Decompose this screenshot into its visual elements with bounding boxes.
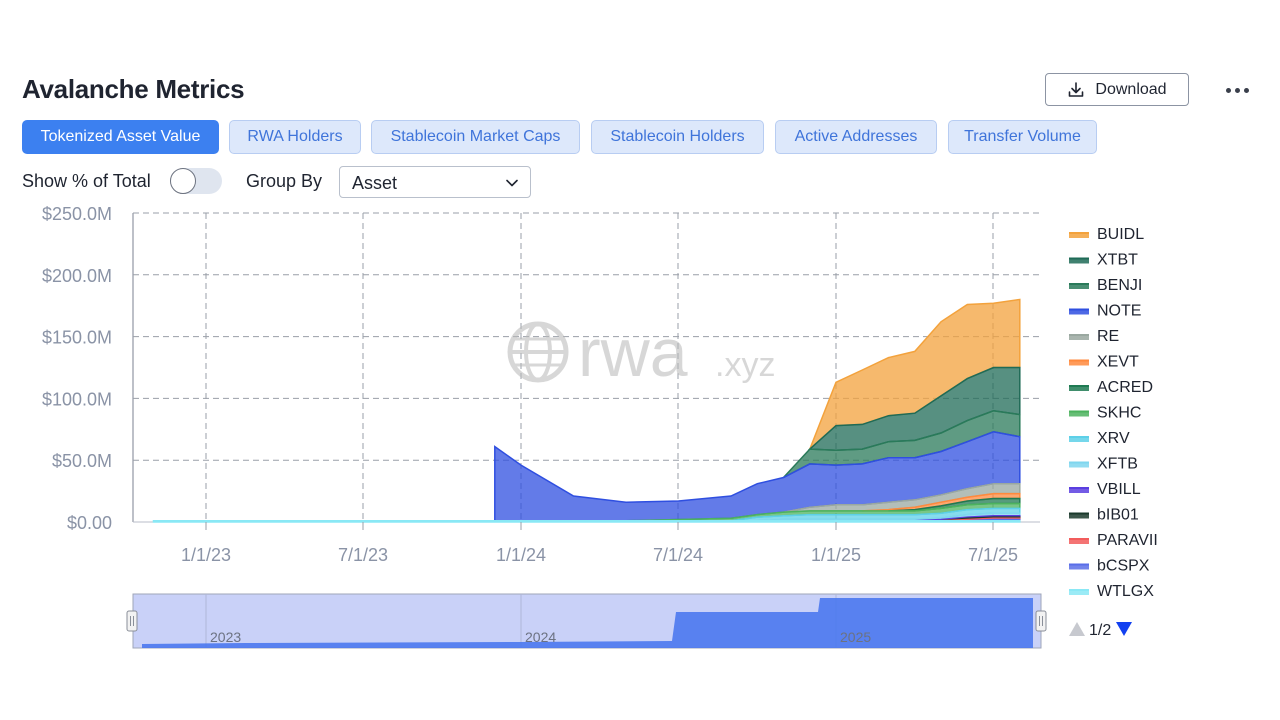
legend-swatch — [1069, 564, 1089, 570]
page-title: Avalanche Metrics — [22, 74, 245, 104]
legend-item-xrv[interactable]: XRV — [1069, 430, 1130, 447]
legend-swatch — [1069, 437, 1089, 442]
range-navigator[interactable]: 2023 2024 2025 — [126, 593, 1047, 649]
legend-item-paravii[interactable]: PARAVII — [1069, 532, 1158, 549]
y-tick-label: $0.00 — [67, 513, 112, 533]
legend-label: bCSPX — [1097, 558, 1150, 575]
legend-label: bIB01 — [1097, 507, 1139, 524]
legend-label: XRV — [1097, 430, 1130, 447]
legend-item-note[interactable]: NOTE — [1069, 303, 1141, 320]
toggle-knob — [170, 168, 196, 194]
y-tick-label: $100.0M — [42, 389, 112, 409]
x-tick-label: 7/1/24 — [653, 545, 703, 565]
legend-label: XEVT — [1097, 354, 1139, 371]
y-tick-label: $250.0M — [42, 204, 112, 224]
legend-swatch — [1069, 590, 1089, 595]
area-wtlgx — [152, 520, 1021, 523]
download-icon — [1069, 81, 1084, 97]
tab-active-addresses[interactable]: Active Addresses — [775, 120, 937, 154]
group-by-select[interactable]: Asset — [339, 166, 531, 198]
legend-item-re[interactable]: RE — [1069, 328, 1119, 345]
x-tick-label: 7/1/23 — [338, 545, 388, 565]
x-axis: 1/1/23 7/1/23 1/1/24 7/1/24 1/1/25 7/1/25 — [181, 522, 1018, 565]
watermark-suffix: .xyz — [715, 346, 775, 384]
legend-item-bcspx[interactable]: bCSPX — [1069, 558, 1150, 575]
chart-legend: BUIDL XTBT BENJI NOTE RE XEVT ACRED SKHC XRV XFTB… — [1069, 226, 1158, 600]
show-pct-label: Show % of Total — [22, 171, 151, 191]
more-dot-icon — [1243, 87, 1249, 93]
x-tick-label: 1/1/23 — [181, 545, 231, 565]
legend-swatch — [1069, 513, 1089, 519]
y-tick-label: $150.0M — [42, 328, 112, 348]
y-tick-label: $200.0M — [42, 266, 112, 286]
tab-stablecoin-holders[interactable]: Stablecoin Holders — [591, 120, 764, 154]
legend-item-acred[interactable]: ACRED — [1069, 379, 1153, 396]
group-by-value: Asset — [352, 173, 398, 193]
legend-swatch — [1069, 462, 1089, 468]
legend-swatch — [1069, 488, 1089, 493]
navigator-label-2024: 2024 — [525, 629, 556, 645]
more-dot-icon — [1234, 87, 1240, 93]
legend-label: XTBT — [1097, 252, 1138, 269]
more-options-button[interactable] — [1222, 80, 1252, 100]
legend-label: XFTB — [1097, 456, 1138, 473]
y-axis: $0.00 $50.0M $100.0M $150.0M $200.0M $250.0M — [42, 204, 112, 533]
legend-item-wtlgx[interactable]: WTLGX — [1069, 583, 1154, 600]
x-tick-label: 1/1/24 — [496, 545, 546, 565]
legend-item-benji[interactable]: BENJI — [1069, 277, 1142, 294]
navigator-label-2023: 2023 — [210, 629, 241, 645]
chevron-down-icon — [506, 179, 518, 187]
pager-down-icon[interactable] — [1116, 622, 1132, 636]
legend-label: RE — [1097, 328, 1119, 345]
legend-item-xevt[interactable]: XEVT — [1069, 354, 1139, 371]
navigator-right-handle[interactable] — [1035, 610, 1047, 632]
chart-areas — [152, 298, 1021, 523]
navigator-area — [142, 598, 1033, 648]
download-button[interactable]: Download — [1045, 73, 1189, 106]
legend-item-xftb[interactable]: XFTB — [1069, 456, 1138, 473]
x-tick-label: 7/1/25 — [968, 545, 1018, 565]
legend-swatch — [1069, 284, 1089, 289]
legend-label: NOTE — [1097, 303, 1141, 320]
pager-up-icon[interactable] — [1069, 622, 1085, 636]
legend-swatch — [1069, 258, 1089, 264]
legend-label: PARAVII — [1097, 532, 1158, 549]
rwa-watermark: rwa .xyz — [507, 315, 775, 391]
legend-item-xtbt[interactable]: XTBT — [1069, 252, 1138, 269]
legend-label: SKHC — [1097, 405, 1141, 422]
legend-swatch — [1069, 386, 1089, 391]
y-tick-label: $50.0M — [52, 451, 112, 471]
legend-item-vbill[interactable]: VBILL — [1069, 481, 1141, 498]
legend-swatch — [1069, 360, 1089, 366]
navigator-label-2025: 2025 — [840, 629, 871, 645]
legend-label: ACRED — [1097, 379, 1153, 396]
navigator-left-handle[interactable] — [126, 610, 138, 632]
tab-stablecoin-market-caps[interactable]: Stablecoin Market Caps — [371, 120, 580, 154]
group-by-label: Group By — [246, 171, 323, 191]
tab-transfer-volume[interactable]: Transfer Volume — [948, 120, 1097, 154]
legend-pager: 1/2 — [1069, 622, 1132, 639]
show-pct-toggle[interactable] — [170, 168, 222, 194]
legend-label: WTLGX — [1097, 583, 1154, 600]
legend-item-bib01[interactable]: bIB01 — [1069, 507, 1139, 524]
watermark-text: rwa — [578, 315, 688, 391]
tab-tokenized-asset-value[interactable]: Tokenized Asset Value — [22, 120, 219, 154]
legend-label: BUIDL — [1097, 226, 1144, 243]
download-label: Download — [1095, 80, 1167, 98]
more-dot-icon — [1225, 87, 1231, 93]
legend-swatch — [1069, 335, 1089, 340]
legend-swatch — [1069, 309, 1089, 315]
legend-swatch — [1069, 411, 1089, 417]
pager-count: 1/2 — [1089, 622, 1111, 639]
legend-item-skhc[interactable]: SKHC — [1069, 405, 1141, 422]
tab-rwa-holders[interactable]: RWA Holders — [229, 120, 361, 154]
legend-label: BENJI — [1097, 277, 1142, 294]
legend-swatch — [1069, 539, 1089, 544]
x-tick-label: 1/1/25 — [811, 545, 861, 565]
legend-item-buidl[interactable]: BUIDL — [1069, 226, 1144, 243]
legend-swatch — [1069, 233, 1089, 238]
legend-label: VBILL — [1097, 481, 1141, 498]
